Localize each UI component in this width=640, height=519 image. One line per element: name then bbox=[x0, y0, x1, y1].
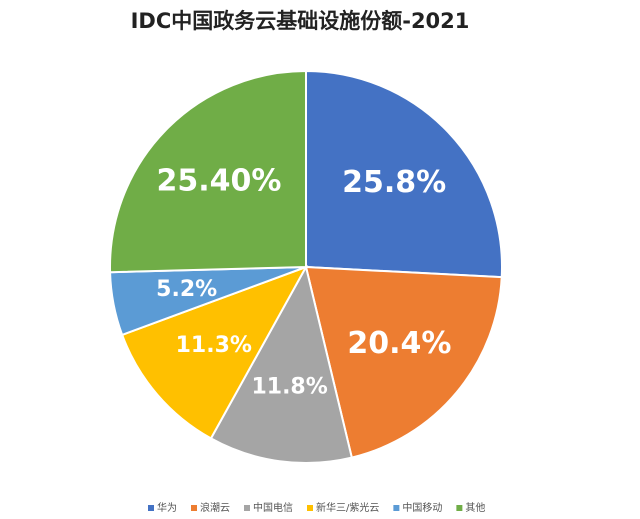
pie-slice bbox=[209, 264, 354, 464]
legend-swatch bbox=[148, 505, 154, 511]
pie-slice bbox=[109, 69, 307, 274]
data-label: 11.3% bbox=[176, 333, 252, 358]
legend-label: 华为 bbox=[157, 501, 177, 514]
legend-swatch bbox=[244, 505, 250, 511]
legend-label: 中国移动 bbox=[402, 501, 442, 514]
legend-label: 新华三/紫光云 bbox=[316, 501, 379, 514]
legend-swatch bbox=[393, 505, 400, 511]
data-label: 25.40% bbox=[156, 164, 281, 199]
pie-slice bbox=[305, 69, 503, 279]
legend-label: 其他 bbox=[465, 501, 485, 514]
legend-label: 中国电信 bbox=[253, 501, 293, 514]
legend-swatch bbox=[307, 505, 313, 511]
data-label: 5.2% bbox=[156, 277, 217, 302]
legend-label: 浪潮云 bbox=[200, 501, 230, 514]
pie-slice bbox=[120, 265, 309, 440]
legend-swatch bbox=[191, 505, 197, 511]
legend-swatch bbox=[456, 505, 463, 511]
pie-slice bbox=[304, 265, 503, 459]
data-label: 11.8% bbox=[251, 374, 327, 399]
data-label: 25.8% bbox=[342, 165, 446, 200]
chart-title: IDC中国政务云基础设施份额-2021 bbox=[131, 9, 470, 33]
data-label: 20.4% bbox=[347, 326, 451, 361]
